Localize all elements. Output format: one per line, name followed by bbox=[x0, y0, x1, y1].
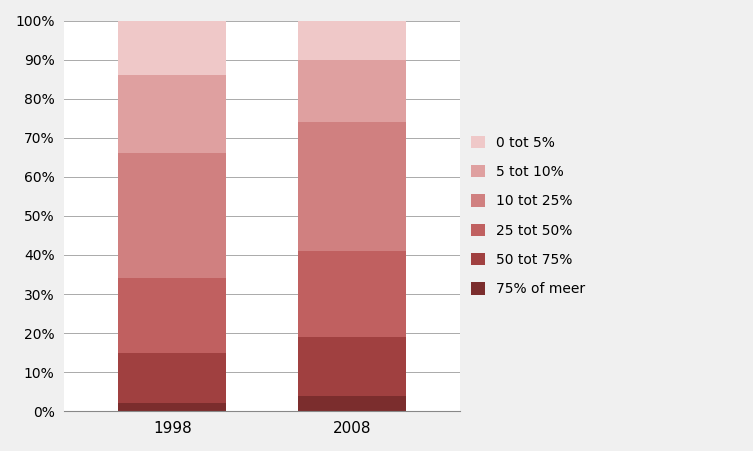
Bar bbox=[298, 20, 407, 60]
Bar bbox=[118, 153, 227, 278]
Bar bbox=[118, 353, 227, 404]
Bar bbox=[118, 404, 227, 411]
Bar bbox=[298, 60, 407, 122]
Bar bbox=[118, 278, 227, 353]
Bar bbox=[298, 251, 407, 337]
Bar bbox=[298, 396, 407, 411]
Bar bbox=[298, 122, 407, 251]
Bar bbox=[118, 75, 227, 153]
Legend: 0 tot 5%, 5 tot 10%, 10 tot 25%, 25 tot 50%, 50 tot 75%, 75% of meer: 0 tot 5%, 5 tot 10%, 10 tot 25%, 25 tot … bbox=[471, 136, 586, 296]
Bar bbox=[118, 20, 227, 75]
Bar bbox=[298, 337, 407, 396]
